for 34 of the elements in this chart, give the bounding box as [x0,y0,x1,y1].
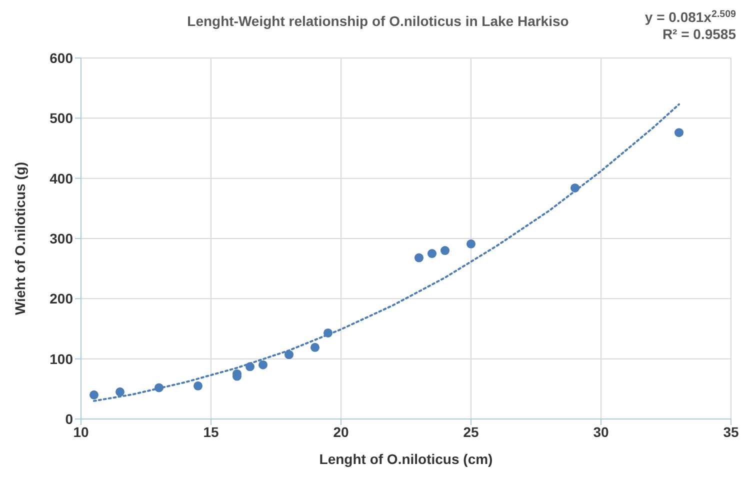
y-tick-label: 0 [65,410,74,427]
text: R² = 0.9585 [662,26,736,42]
chart-title: Lenght-Weight relationship of O.niloticus in Lake Harkiso [187,13,569,29]
x-tick-label: 30 [593,424,609,440]
x-tick-label: 10 [73,424,89,440]
y-tick-label: 600 [50,50,74,66]
x-tick-label: 15 [203,424,219,440]
y-axis-title: Wieht of O.niloticus (g) [12,162,28,316]
point [466,239,476,248]
y-tick-label: 400 [50,170,74,186]
text: y = 0.081x$^{2.509}$ [644,8,737,25]
point [310,342,320,352]
x-axis-title: Lenght of O.niloticus (cm) [319,451,493,467]
point [674,128,684,138]
point [258,360,268,370]
point [323,328,333,338]
point [570,183,580,192]
point [414,253,424,262]
point [193,381,203,390]
y-tick-label: 200 [50,290,74,307]
line-series [93,103,680,402]
point [427,249,437,258]
x-tick-label: 25 [463,424,479,440]
point [245,362,255,372]
x-tick-label: 20 [333,424,349,440]
y-tick-label: 300 [50,230,74,246]
y-tick-label: 500 [50,110,74,126]
point [115,387,125,396]
point [284,350,294,360]
x-tick-label: 35 [723,424,739,440]
point [89,390,99,400]
point [440,246,450,256]
y-tick-label: 100 [50,350,74,367]
point [154,383,164,392]
